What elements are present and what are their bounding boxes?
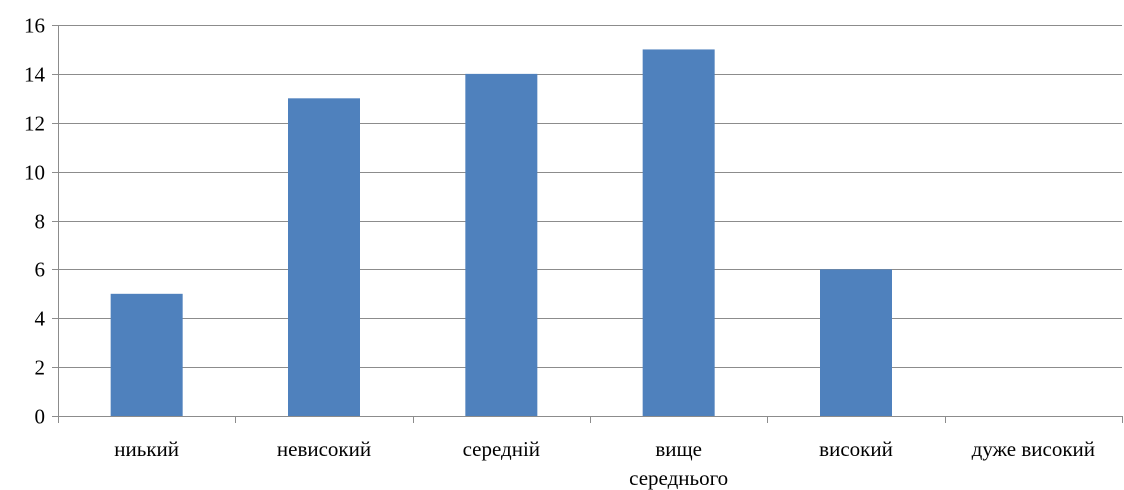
bar	[820, 269, 892, 416]
bar	[465, 73, 538, 416]
x-category-label: середнього	[629, 466, 728, 490]
x-category-label: невисокий	[277, 437, 371, 461]
y-tick-label: 2	[35, 356, 46, 380]
y-tick-label: 8	[35, 210, 46, 234]
bar	[288, 98, 360, 416]
x-category-label: дуже високий	[972, 437, 1095, 461]
x-category-label: вище	[655, 437, 702, 461]
bar	[110, 293, 183, 416]
x-category-label: високий	[819, 437, 893, 461]
y-tick-label: 4	[35, 307, 46, 331]
bars	[110, 49, 892, 416]
x-category-labels: ниький невисокий середній вище середнього вис…	[114, 437, 1095, 490]
x-category-label: середній	[463, 437, 540, 461]
y-tick-labels: 0 2 4 6 8 10 12 14 16	[24, 14, 46, 429]
y-tick-label: 10	[24, 161, 45, 185]
bar	[642, 49, 715, 416]
y-tick-label: 6	[35, 258, 46, 282]
y-tick-label: 14	[24, 63, 46, 87]
axes	[52, 25, 1123, 423]
y-tick-label: 0	[35, 405, 46, 429]
gridlines	[58, 25, 1122, 368]
y-tick-label: 16	[24, 14, 45, 38]
x-category-label: ниький	[114, 437, 179, 461]
y-tick-label: 12	[24, 112, 45, 136]
